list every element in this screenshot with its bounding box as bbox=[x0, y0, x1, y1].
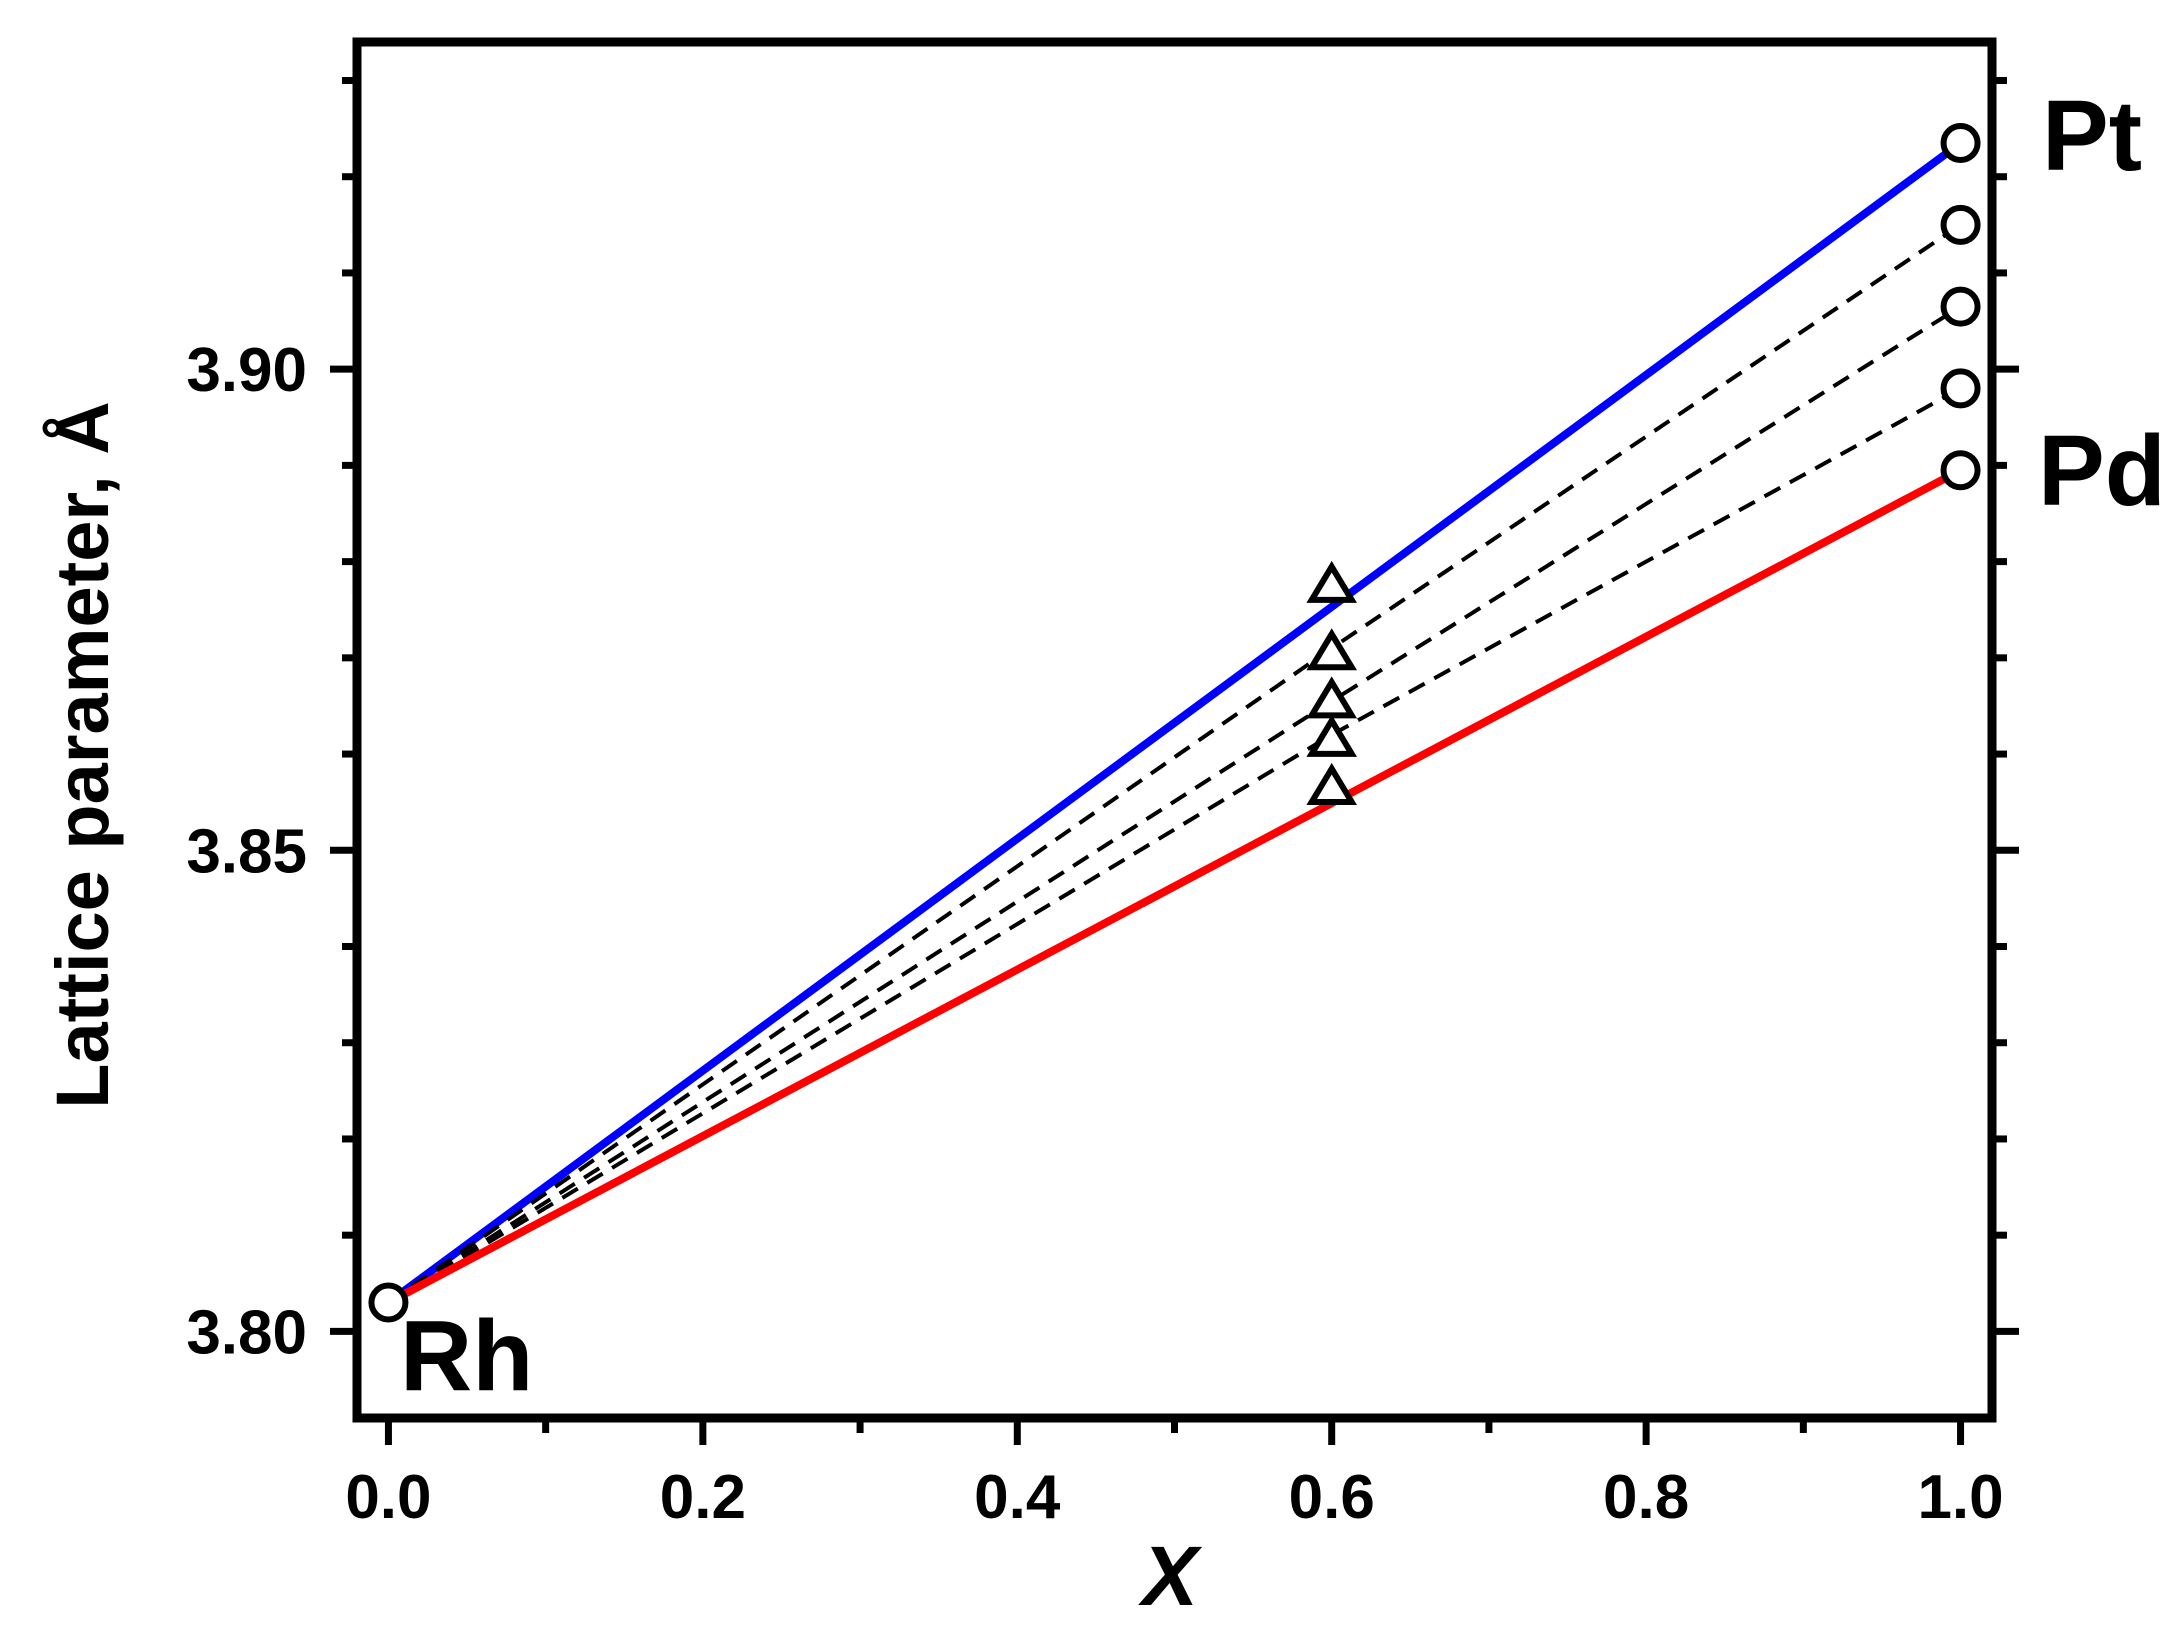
x-tick-label: 0.0 bbox=[345, 1463, 431, 1532]
triangle-marker-4 bbox=[1306, 714, 1358, 757]
y-tick-label: 3.80 bbox=[186, 1298, 307, 1367]
series-line-3 bbox=[387, 304, 1962, 1305]
circle-marker-6 bbox=[1940, 450, 1981, 491]
circle-marker-3 bbox=[1940, 204, 1981, 245]
label-pt: Pt bbox=[2042, 80, 2142, 192]
x-tick-label: 0.8 bbox=[1603, 1463, 1689, 1532]
series-line-4 bbox=[387, 386, 1962, 1305]
series-line-1 bbox=[386, 139, 1963, 1306]
tick-layer bbox=[330, 76, 2019, 1445]
y-tick-label: 3.85 bbox=[186, 817, 307, 886]
series-line-2 bbox=[387, 223, 1962, 1305]
series-line-5 bbox=[386, 466, 1963, 1307]
label-rh: Rh bbox=[400, 1300, 533, 1412]
x-tick-label: 0.4 bbox=[974, 1463, 1061, 1532]
triangle-marker-3 bbox=[1306, 676, 1358, 719]
x-axis-title: X bbox=[1138, 1529, 1203, 1623]
triangle-marker-2 bbox=[1306, 628, 1358, 671]
x-tick-label: 1.0 bbox=[1917, 1463, 2003, 1532]
circle-marker-4 bbox=[1940, 286, 1981, 327]
y-axis-title: Lattice parameter, Å bbox=[41, 401, 124, 1108]
circle-marker-1 bbox=[368, 1282, 409, 1323]
x-tick-label: 0.6 bbox=[1289, 1463, 1375, 1532]
label-pd: Pd bbox=[2038, 415, 2166, 527]
marker-layer bbox=[368, 123, 1981, 1323]
triangle-marker-5 bbox=[1306, 762, 1358, 805]
triangle-marker-1 bbox=[1306, 560, 1358, 603]
y-tick-label: 3.90 bbox=[186, 336, 307, 405]
x-tick-label: 0.2 bbox=[660, 1463, 746, 1532]
circle-marker-5 bbox=[1940, 368, 1981, 409]
series-layer bbox=[386, 139, 1963, 1307]
circle-marker-2 bbox=[1940, 123, 1981, 164]
plot-frame bbox=[352, 37, 1997, 1423]
tick-label-layer: 0.0 0.2 0.4 0.6 0.8 1.0 3.80 3.85 3.90 bbox=[186, 336, 2003, 1532]
